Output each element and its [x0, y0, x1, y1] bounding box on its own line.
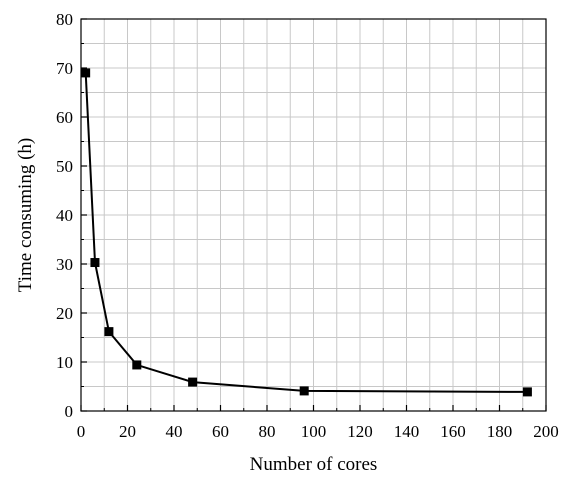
data-markers [81, 68, 532, 397]
y-tick-label: 10 [56, 353, 73, 372]
x-tick-label: 120 [347, 422, 373, 441]
grid-lines [80, 18, 547, 412]
x-tick-label: 20 [119, 422, 136, 441]
data-point [188, 377, 198, 387]
data-point [299, 386, 309, 396]
y-tick-label: 80 [56, 10, 73, 29]
data-point [132, 360, 142, 370]
data-point [90, 258, 100, 268]
x-axis-title: Number of cores [250, 454, 378, 475]
y-tick-label: 60 [56, 108, 73, 127]
x-tick-label: 180 [487, 422, 513, 441]
data-point [81, 68, 91, 78]
tick-labels: 0 20 40 60 80 100 120 140 160 180 200 0 10 20 30 40 50 60… [56, 10, 559, 441]
data-point [104, 327, 114, 337]
y-axis-title: Time consuming (h) [15, 138, 36, 292]
x-tick-label: 200 [533, 422, 559, 441]
y-tick-label: 50 [56, 157, 73, 176]
x-tick-label: 0 [77, 422, 86, 441]
y-tick-label: 20 [56, 304, 73, 323]
x-tick-label: 60 [212, 422, 229, 441]
y-tick-label: 70 [56, 59, 73, 78]
x-tick-label: 80 [259, 422, 276, 441]
y-tick-label: 30 [56, 255, 73, 274]
x-tick-label: 160 [440, 422, 466, 441]
y-tick-label: 0 [65, 402, 74, 421]
x-tick-label: 140 [394, 422, 420, 441]
x-tick-label: 40 [166, 422, 183, 441]
data-point [522, 387, 532, 397]
series-line [84, 72, 528, 393]
x-tick-label: 100 [301, 422, 327, 441]
plot-frame [80, 18, 547, 412]
y-tick-label: 40 [56, 206, 73, 225]
